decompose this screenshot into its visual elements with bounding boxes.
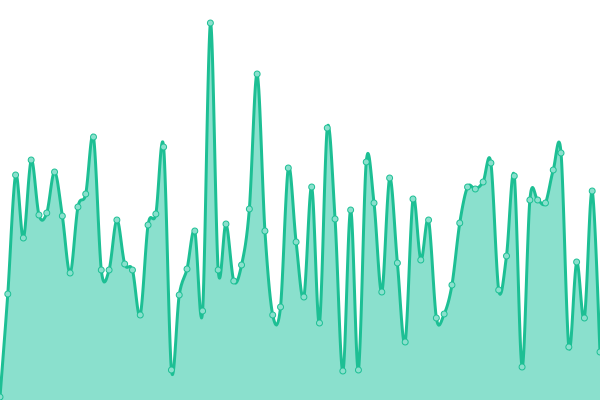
data-point-43 (331, 215, 339, 223)
data-point-72 (557, 149, 565, 157)
data-point-69 (534, 196, 542, 204)
data-point-49 (378, 288, 386, 296)
data-point-19 (144, 221, 152, 229)
data-point-38 (292, 238, 300, 246)
data-point-14 (105, 266, 113, 274)
data-point-75 (580, 314, 588, 322)
data-point-60 (464, 183, 472, 191)
data-point-23 (175, 291, 183, 299)
data-point-26 (199, 307, 207, 315)
data-point-1 (4, 290, 12, 298)
data-point-55 (425, 216, 433, 224)
data-point-21 (160, 143, 168, 151)
data-point-45 (347, 206, 355, 214)
data-point-40 (308, 183, 316, 191)
data-point-54 (417, 256, 425, 264)
data-point-27 (206, 19, 214, 27)
data-point-61 (471, 185, 479, 193)
data-point-6 (43, 209, 51, 217)
data-point-70 (541, 199, 549, 207)
data-point-62 (479, 178, 487, 186)
data-point-10 (74, 203, 82, 211)
data-point-29 (222, 220, 230, 228)
data-point-39 (300, 293, 308, 301)
data-point-51 (393, 259, 401, 267)
data-point-17 (128, 266, 136, 274)
data-point-53 (409, 195, 417, 203)
data-point-31 (238, 261, 246, 269)
data-point-0 (0, 393, 4, 400)
data-point-71 (549, 166, 557, 174)
data-point-37 (284, 164, 292, 172)
data-point-58 (448, 281, 456, 289)
data-point-15 (113, 216, 121, 224)
data-point-16 (121, 260, 129, 268)
data-point-28 (214, 266, 222, 274)
data-point-25 (191, 227, 199, 235)
data-point-12 (90, 133, 98, 141)
data-point-35 (269, 311, 277, 319)
data-point-18 (136, 311, 144, 319)
data-point-77 (596, 348, 600, 356)
data-point-68 (526, 196, 534, 204)
data-point-63 (487, 159, 495, 167)
data-point-64 (495, 286, 503, 294)
data-point-66 (510, 172, 518, 180)
data-point-52 (401, 338, 409, 346)
data-point-32 (245, 205, 253, 213)
data-point-46 (354, 366, 362, 374)
data-point-11 (82, 190, 90, 198)
data-point-7 (51, 168, 59, 176)
data-point-44 (339, 367, 347, 375)
data-point-59 (456, 219, 464, 227)
data-point-74 (573, 258, 581, 266)
data-point-13 (97, 266, 105, 274)
data-point-42 (323, 124, 331, 132)
data-point-34 (261, 227, 269, 235)
data-points (0, 19, 600, 400)
data-point-65 (502, 252, 510, 260)
data-point-22 (167, 366, 175, 374)
area-fill (0, 22, 600, 400)
data-point-30 (230, 277, 238, 285)
data-point-57 (440, 310, 448, 318)
data-point-9 (66, 269, 74, 277)
data-point-24 (183, 265, 191, 273)
data-point-36 (277, 303, 285, 311)
data-point-20 (152, 210, 160, 218)
data-point-33 (253, 70, 261, 78)
data-point-56 (432, 314, 440, 322)
data-point-76 (588, 187, 596, 195)
data-point-47 (362, 158, 370, 166)
data-point-5 (35, 211, 43, 219)
data-point-41 (315, 319, 323, 327)
data-point-67 (518, 363, 526, 371)
data-point-2 (12, 171, 20, 179)
data-point-3 (19, 234, 27, 242)
data-point-8 (58, 212, 66, 220)
data-point-73 (565, 343, 573, 351)
data-point-4 (27, 156, 35, 164)
data-point-48 (370, 199, 378, 207)
data-point-50 (386, 174, 394, 182)
